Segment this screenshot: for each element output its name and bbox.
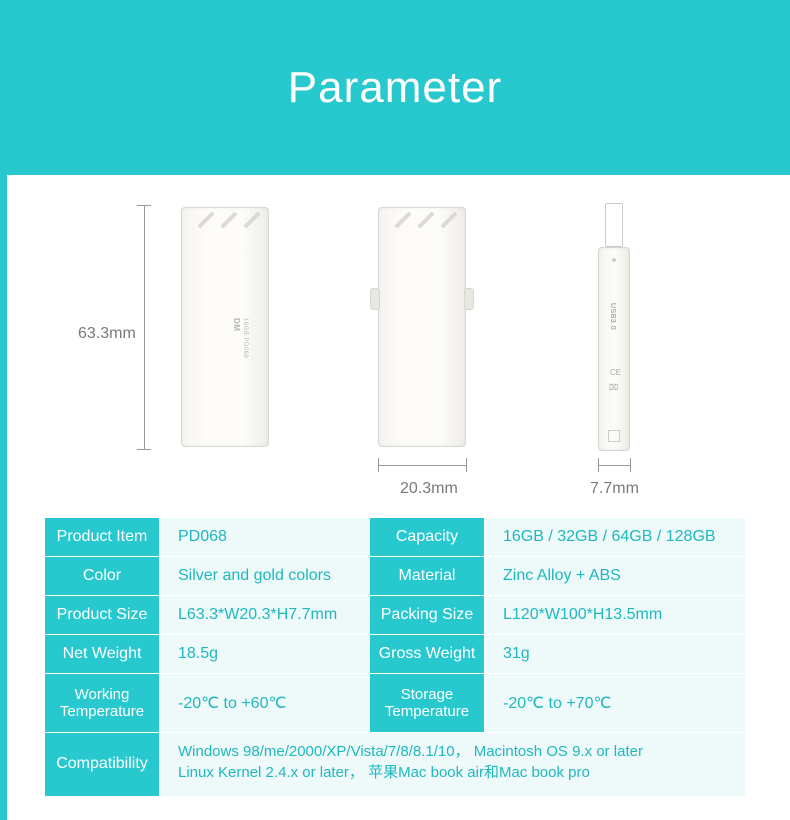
- dim-label-depth: 7.7mm: [590, 480, 639, 498]
- spec-header: Compatibility: [45, 733, 160, 797]
- spec-value: 18.5g: [160, 635, 370, 674]
- spec-row: ColorSilver and gold colorsMaterialZinc …: [45, 557, 745, 596]
- device-front-view: DM 16GB PD068: [181, 207, 269, 447]
- dim-label-height: 63.3mm: [78, 325, 136, 343]
- spec-header: Net Weight: [45, 635, 160, 674]
- spec-header: Storage Temperature: [370, 674, 485, 733]
- spec-value: Silver and gold colors: [160, 557, 370, 596]
- dim-label-width: 20.3mm: [400, 480, 458, 498]
- dimension-diagram: 63.3mm DM 16GB PD068 20.3mm USB3.0 CE ⌧ …: [0, 175, 790, 495]
- spec-row: Working Temperature-20℃ to +60℃Storage T…: [45, 674, 745, 733]
- spec-row: CompatibilityWindows 98/me/2000/XP/Vista…: [45, 733, 745, 797]
- spec-header: Product Item: [45, 518, 160, 557]
- device-marking: 16GB PD068: [242, 318, 248, 358]
- spec-value: Zinc Alloy + ABS: [485, 557, 745, 596]
- spec-header: Product Size: [45, 596, 160, 635]
- spec-header: Packing Size: [370, 596, 485, 635]
- spec-value: L63.3*W20.3*H7.7mm: [160, 596, 370, 635]
- device-edge-view: USB3.0 CE ⌧: [598, 203, 630, 451]
- spec-value: L120*W100*H13.5mm: [485, 596, 745, 635]
- spec-header: Capacity: [370, 518, 485, 557]
- spec-row: Product ItemPD068Capacity16GB / 32GB / 6…: [45, 518, 745, 557]
- device-brand: DM: [232, 318, 241, 331]
- spec-value: -20℃ to +70℃: [485, 674, 745, 733]
- spec-header: Material: [370, 557, 485, 596]
- spec-value: Windows 98/me/2000/XP/Vista/7/8/8.1/10， …: [160, 733, 745, 797]
- parameter-banner: Parameter: [0, 0, 790, 175]
- spec-row: Net Weight18.5gGross Weight31g: [45, 635, 745, 674]
- spec-value: 16GB / 32GB / 64GB / 128GB: [485, 518, 745, 557]
- spec-header: Working Temperature: [45, 674, 160, 733]
- spec-header: Color: [45, 557, 160, 596]
- device-side-view: [378, 207, 466, 447]
- device-side-text: USB3.0: [609, 303, 616, 330]
- spec-value: -20℃ to +60℃: [160, 674, 370, 733]
- spec-value: PD068: [160, 518, 370, 557]
- spec-table: Product ItemPD068Capacity16GB / 32GB / 6…: [45, 518, 745, 797]
- spec-header: Gross Weight: [370, 635, 485, 674]
- page-title: Parameter: [288, 63, 502, 113]
- spec-row: Product SizeL63.3*W20.3*H7.7mmPacking Si…: [45, 596, 745, 635]
- spec-value: 31g: [485, 635, 745, 674]
